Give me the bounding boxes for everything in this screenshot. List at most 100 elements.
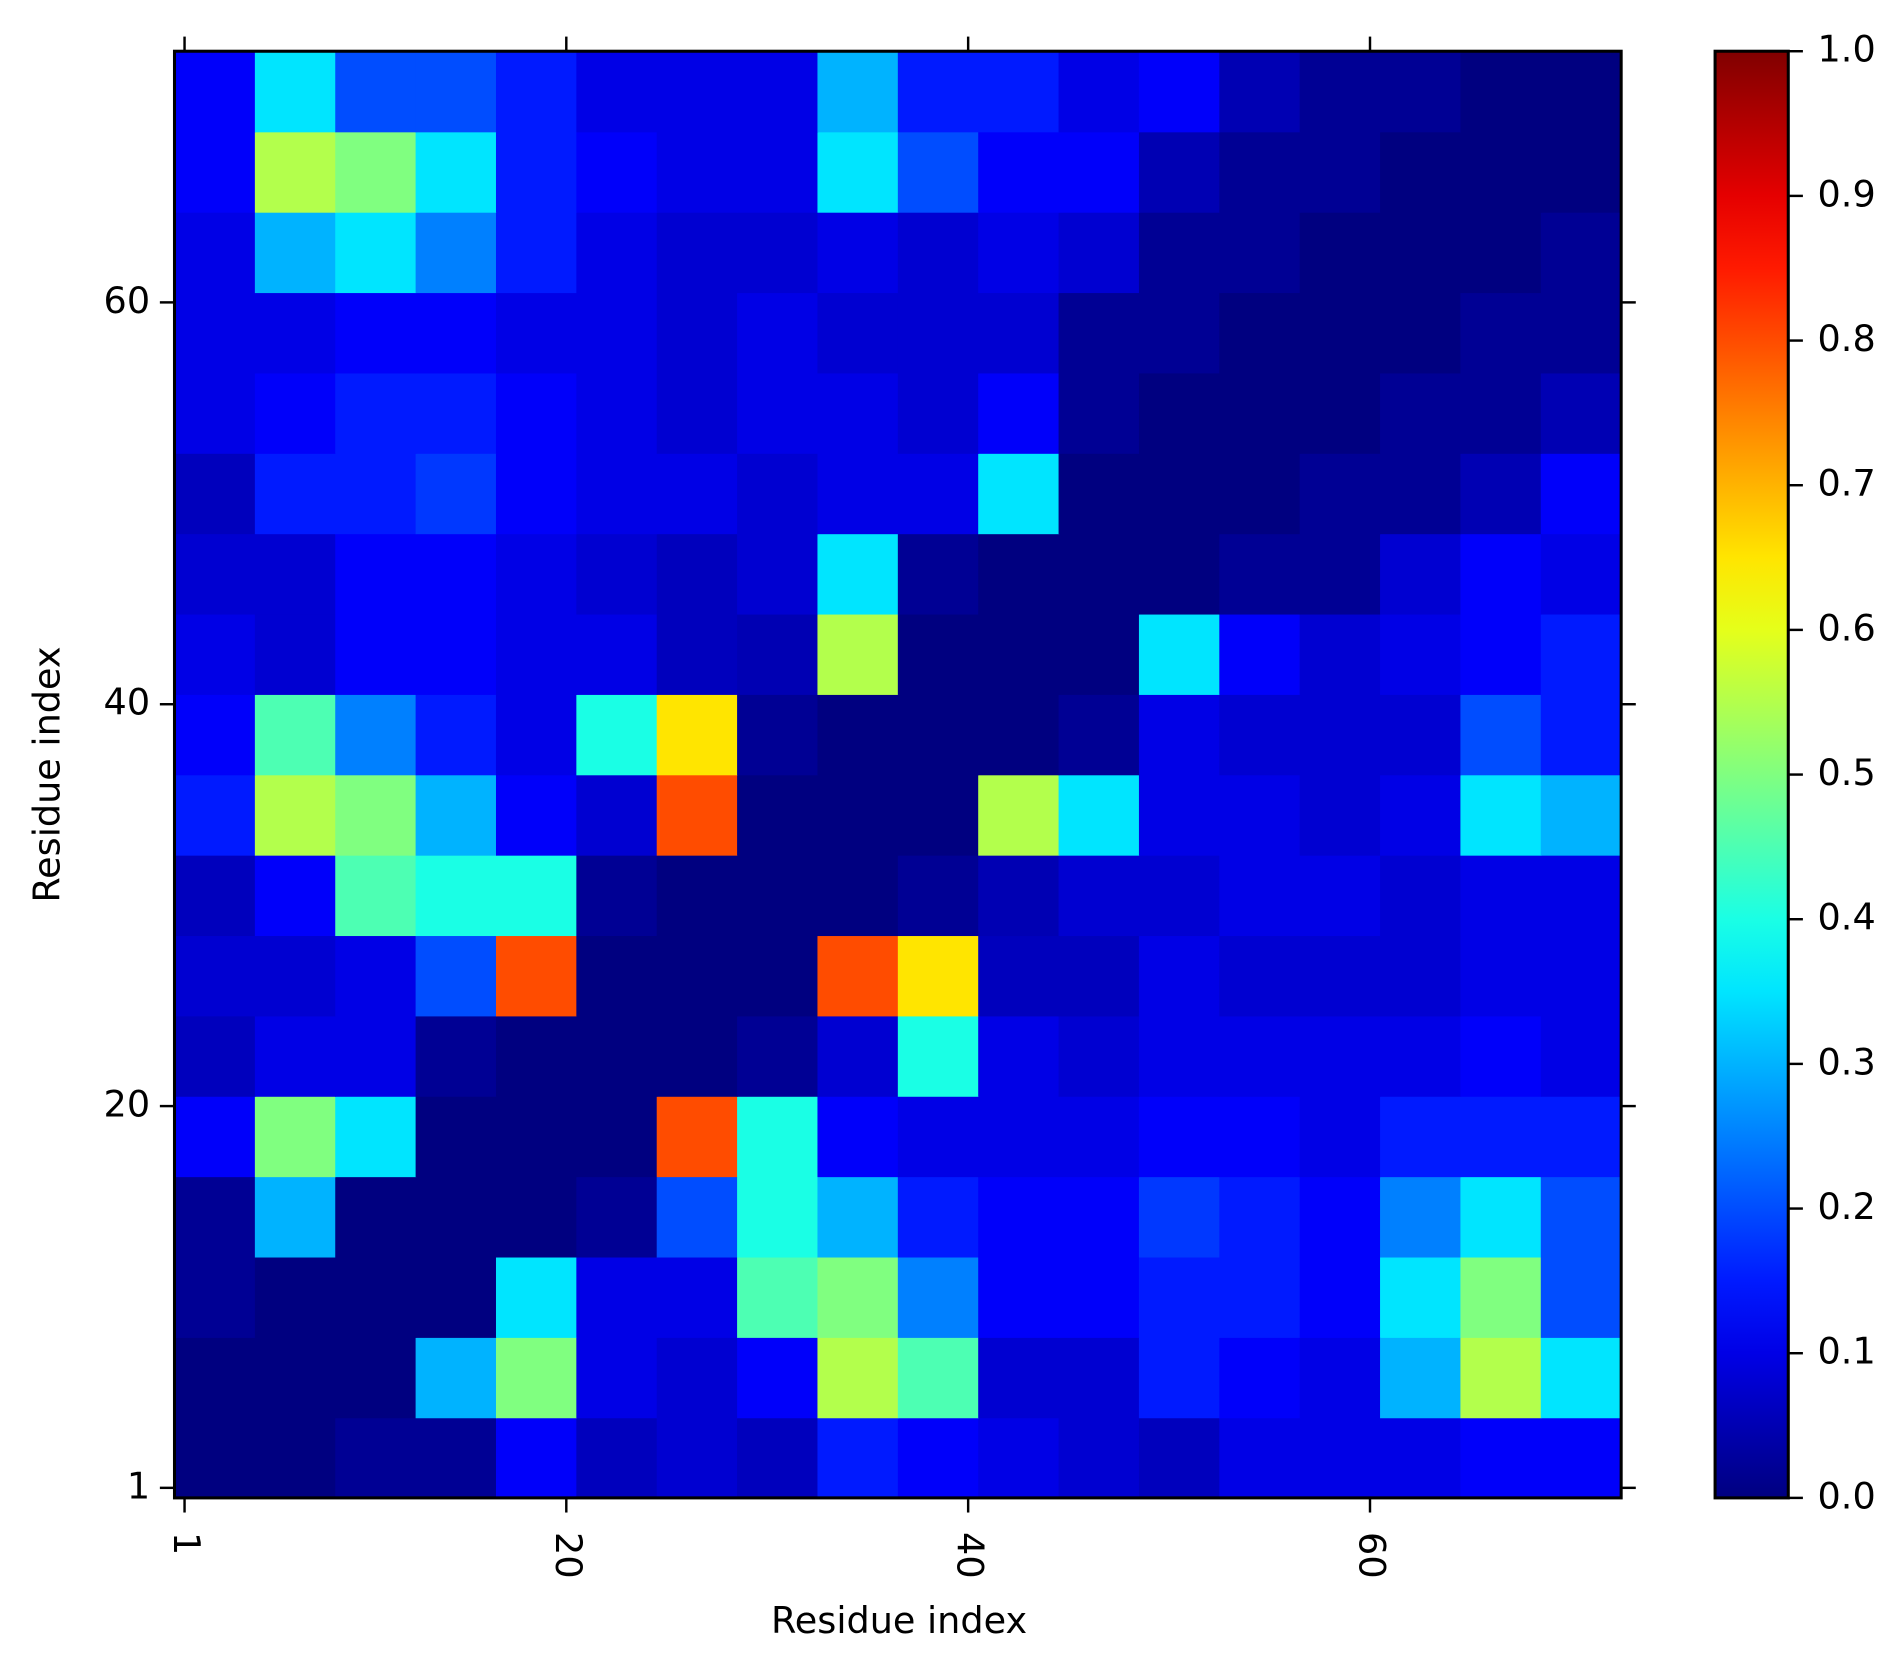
heatmap-cell [978,211,1060,294]
heatmap-cell [737,694,819,776]
heatmap-cell [576,453,658,535]
heatmap-cell [254,372,336,454]
heatmap-cell [1299,935,1381,1017]
heatmap-cell [897,211,979,294]
heatmap-cell [335,935,417,1017]
heatmap-cell [1540,211,1622,294]
heatmap-cell [495,613,578,695]
heatmap-cell [1540,1417,1622,1499]
heatmap-cell [495,935,578,1017]
heatmap-cell [174,774,256,856]
heatmap-cell [174,1096,256,1178]
heatmap-cell [174,1417,256,1499]
heatmap-cell [576,372,658,454]
heatmap-cell [1540,935,1622,1017]
heatmap-cell [656,51,738,133]
heatmap-cell [1540,51,1622,133]
heatmap-cell [1380,1015,1462,1097]
heatmap-cell [817,854,899,937]
heatmap-cell [254,1096,336,1178]
heatmap-cell [335,372,417,454]
heatmap-cell [1299,1176,1381,1258]
heatmap-cell [1219,51,1301,133]
heatmap-cell [335,1015,417,1097]
heatmap-cell [254,1015,336,1097]
heatmap-cell [1460,211,1542,294]
heatmap-cell [656,1015,738,1097]
heatmap-cell [1058,935,1140,1017]
heatmap-cell [335,854,417,937]
heatmap-cell [1219,694,1301,776]
heatmap-cell [897,1337,979,1419]
heatmap-cell [1460,533,1542,615]
heatmap-cell [1219,533,1301,615]
heatmap-cell [1219,1096,1301,1178]
colorbar-tick-label: 0.1 [1818,1330,1876,1373]
heatmap-cell [656,935,738,1017]
colorbar-tick-label: 0.8 [1818,317,1876,360]
heatmap-cell [1058,1337,1140,1419]
heatmap-cell [495,292,578,374]
x-tick-label: 20 [547,1532,590,1579]
heatmap-cell [576,292,658,374]
heatmap-cell [335,774,417,856]
heatmap-cell [737,935,819,1017]
heatmap-cell [576,211,658,294]
heatmap-cell [174,694,256,776]
heatmap-cell [656,372,738,454]
heatmap-cell [1380,613,1462,695]
heatmap-cell [737,1176,819,1258]
heatmap-cell [1540,774,1622,856]
heatmap-cell [817,372,899,454]
heatmap-cell [978,51,1060,133]
heatmap-cell [737,613,819,695]
heatmap-cell [1219,1417,1301,1499]
heatmap-cell [254,935,336,1017]
heatmap-cell [817,935,899,1017]
heatmap-cell [1299,533,1381,615]
heatmap-cell [897,1417,979,1499]
heatmap-cell [1138,51,1221,133]
heatmap-cell [1058,1176,1140,1258]
heatmap-cell [978,694,1060,776]
heatmap-cell [817,694,899,776]
heatmap-cell [495,1096,578,1178]
colorbar-tick-label: 0.7 [1818,462,1876,505]
heatmap-cell [576,533,658,615]
heatmap-cell [737,533,819,615]
heatmap-cell [656,1096,738,1178]
heatmap-cell [1460,292,1542,374]
y-tick-label: 20 [104,1083,151,1126]
heatmap-cell [1058,694,1140,776]
heatmap-cell [897,51,979,133]
heatmap-cell [1058,854,1140,937]
heatmap-cell [576,1256,658,1338]
heatmap-cell [817,1015,899,1097]
colorbar-tick-label: 0.4 [1818,896,1876,939]
heatmap-cell [1299,131,1381,213]
heatmap-cell [1380,211,1462,294]
heatmap-cell [1540,533,1622,615]
heatmap-cell [1299,453,1381,535]
heatmap-cell [495,1176,578,1258]
heatmap-cell [1460,774,1542,856]
heatmap-cell [1219,774,1301,856]
heatmap-cell [415,1096,497,1178]
heatmap-cell [897,935,979,1017]
heatmap-cell [415,372,497,454]
heatmap-cell [656,533,738,615]
heatmap-cell [495,854,578,937]
heatmap-cell [1299,1337,1381,1419]
heatmap-cell [576,1337,658,1419]
plot-frame [172,49,1623,1500]
heatmap-cell [817,1337,899,1419]
heatmap-cell [737,1256,819,1338]
heatmap-cell [1058,1096,1140,1178]
heatmap-cell [254,613,336,695]
heatmap-cell [656,1176,738,1258]
x-tick-label: 60 [1351,1532,1394,1579]
heatmap-cell [1138,1417,1221,1499]
heatmap-cell [415,1337,497,1419]
heatmap-cell [576,1176,658,1258]
